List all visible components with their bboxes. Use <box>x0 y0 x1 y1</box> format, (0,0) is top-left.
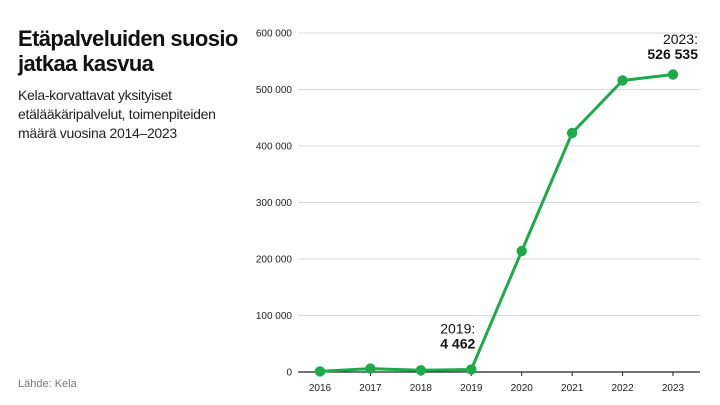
y-tick-label: 100 000 <box>256 311 293 322</box>
y-tick-label: 200 000 <box>256 255 293 266</box>
series-line <box>318 73 675 373</box>
source-note: Lähde: Kela <box>18 378 77 390</box>
y-tick-label: 0 <box>286 368 292 379</box>
data-point-2017 <box>365 363 376 374</box>
data-point-2023 <box>667 69 679 80</box>
x-axis: 2016 2017 2018 2019 2020 2021 2022 2023 <box>309 372 685 394</box>
data-point-2022 <box>617 75 628 86</box>
grid-lines <box>298 32 700 373</box>
chart-title: Etäpalveluiden suosio jatkaa kasvua <box>18 26 238 76</box>
x-tick-label: 2018 <box>410 383 433 394</box>
y-tick-label: 400 000 <box>256 142 293 153</box>
annotation-label-2019: 2019: <box>440 320 475 336</box>
y-tick-label: 500 000 <box>256 85 293 96</box>
chart-subtitle: Kela-korvattavat yksityiset etälääkäripa… <box>18 87 216 141</box>
annotation-label-2023: 2023: <box>663 31 698 47</box>
x-tick-label: 2020 <box>511 383 534 394</box>
annotations: 2019:4 462 2023:526 535 <box>440 31 698 351</box>
data-points <box>314 69 679 377</box>
y-tick-label: 600 000 <box>256 29 293 40</box>
y-axis: 0 100 000 200 000 300 000 400 000 500 000 600 … <box>256 29 293 379</box>
data-point-2016 <box>314 366 326 377</box>
series-polyline <box>318 73 675 373</box>
data-point-2019 <box>466 364 477 375</box>
data-point-2021 <box>566 127 578 139</box>
x-tick-label: 2023 <box>662 383 685 394</box>
data-point-2020 <box>516 245 527 257</box>
x-tick-label: 2019 <box>460 383 483 394</box>
x-tick-label: 2017 <box>359 383 382 394</box>
annotation-value-2023: 526 535 <box>647 46 698 62</box>
annotation-value-2019: 4 462 <box>440 335 475 351</box>
x-tick-label: 2022 <box>611 383 634 394</box>
x-tick-label: 2021 <box>561 383 584 394</box>
y-tick-label: 300 000 <box>256 198 293 209</box>
data-point-2018 <box>415 365 427 376</box>
x-tick-label: 2016 <box>309 383 332 394</box>
